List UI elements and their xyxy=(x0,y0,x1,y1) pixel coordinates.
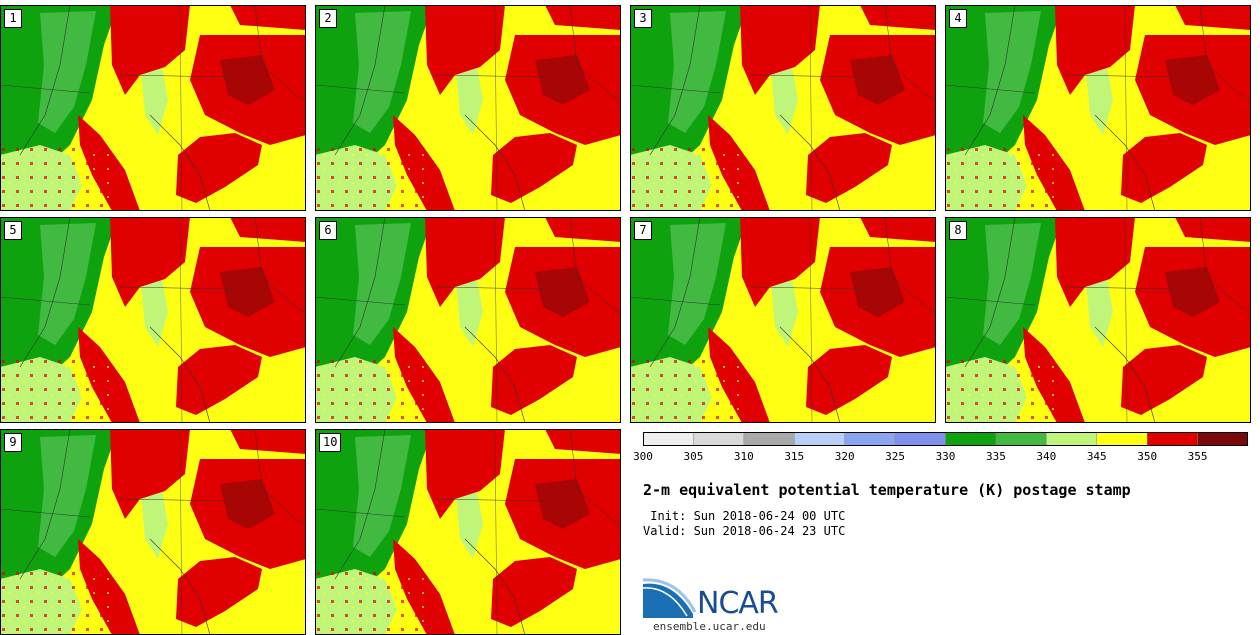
temperature-map-4 xyxy=(945,5,1251,211)
valid-time: Valid: Sun 2018-06-24 23 UTC xyxy=(643,524,846,538)
member-number-label: 4 xyxy=(949,9,967,28)
colorbar-tick-labels: 300 305 310 315 320 325 330 335 340 345 350 355 xyxy=(620,450,1260,466)
temperature-map-9 xyxy=(0,429,306,635)
colorbar-tick-label: 300 xyxy=(633,450,653,463)
init-time: Init: Sun 2018-06-24 00 UTC xyxy=(643,509,846,523)
ensemble-member-panel-3: 3 xyxy=(630,5,936,211)
colorbar-tick-label: 320 xyxy=(834,450,855,463)
temperature-map-7 xyxy=(630,217,936,423)
ncar-wordmark: NCAR xyxy=(697,586,779,621)
member-number-label: 1 xyxy=(4,9,22,28)
colorbar-swatch xyxy=(1046,432,1098,446)
member-number-label: 7 xyxy=(634,221,652,240)
colorbar-tick-label: 325 xyxy=(885,450,906,463)
colorbar-swatch xyxy=(894,432,947,446)
ensemble-member-panel-10: 10 xyxy=(315,429,621,635)
ensemble-member-panel-7: 7 xyxy=(630,217,936,423)
colorbar-swatch xyxy=(1146,432,1199,446)
site-url: ensemble.ucar.edu xyxy=(653,620,766,633)
temperature-map-6 xyxy=(315,217,621,423)
temperature-map-10 xyxy=(315,429,621,635)
ensemble-member-panel-8: 8 xyxy=(945,217,1251,423)
colorbar-swatch xyxy=(995,432,1048,446)
colorbar-swatch xyxy=(945,432,997,446)
temperature-map-2 xyxy=(315,5,621,211)
member-number-label: 6 xyxy=(319,221,337,240)
member-number-label: 3 xyxy=(634,9,652,28)
member-number-label: 2 xyxy=(319,9,337,28)
colorbar-tick-label: 340 xyxy=(1036,450,1057,463)
ensemble-member-panel-5: 5 xyxy=(0,217,306,423)
colorbar-tick-label: 305 xyxy=(683,450,704,463)
temperature-map-1 xyxy=(0,5,306,211)
temperature-map-3 xyxy=(630,5,936,211)
colorbar-tick-label: 335 xyxy=(985,450,1006,463)
ensemble-member-panel-4: 4 xyxy=(945,5,1251,211)
member-number-label: 5 xyxy=(4,221,22,240)
ensemble-member-panel-9: 9 xyxy=(0,429,306,635)
colorbar-tick-label: 345 xyxy=(1086,450,1107,463)
colorbar-swatch xyxy=(794,432,846,446)
colorbar-swatch xyxy=(643,432,695,446)
member-number-label: 9 xyxy=(4,433,22,452)
ncar-logo-icon xyxy=(643,578,697,618)
ensemble-member-panel-6: 6 xyxy=(315,217,621,423)
colorbar-swatch xyxy=(1096,432,1148,446)
colorbar-swatch xyxy=(844,432,896,446)
colorbar-swatch xyxy=(693,432,745,446)
colorbar-tick-label: 350 xyxy=(1137,450,1158,463)
temperature-map-8 xyxy=(945,217,1251,423)
colorbar-swatch xyxy=(1197,432,1248,446)
colorbar-swatch xyxy=(743,432,795,446)
colorbar xyxy=(643,432,1248,446)
colorbar-tick-label: 315 xyxy=(784,450,805,463)
ensemble-member-panel-1: 1 xyxy=(0,5,306,211)
colorbar-tick-label: 330 xyxy=(935,450,956,463)
ensemble-member-panel-2: 2 xyxy=(315,5,621,211)
member-number-label: 10 xyxy=(319,433,342,452)
colorbar-tick-label: 355 xyxy=(1187,450,1208,463)
temperature-map-5 xyxy=(0,217,306,423)
member-number-label: 8 xyxy=(949,221,967,240)
plot-title: 2-m equivalent potential temperature (K)… xyxy=(643,481,1131,499)
colorbar-tick-label: 310 xyxy=(733,450,754,463)
colorbar-border xyxy=(643,432,1248,446)
